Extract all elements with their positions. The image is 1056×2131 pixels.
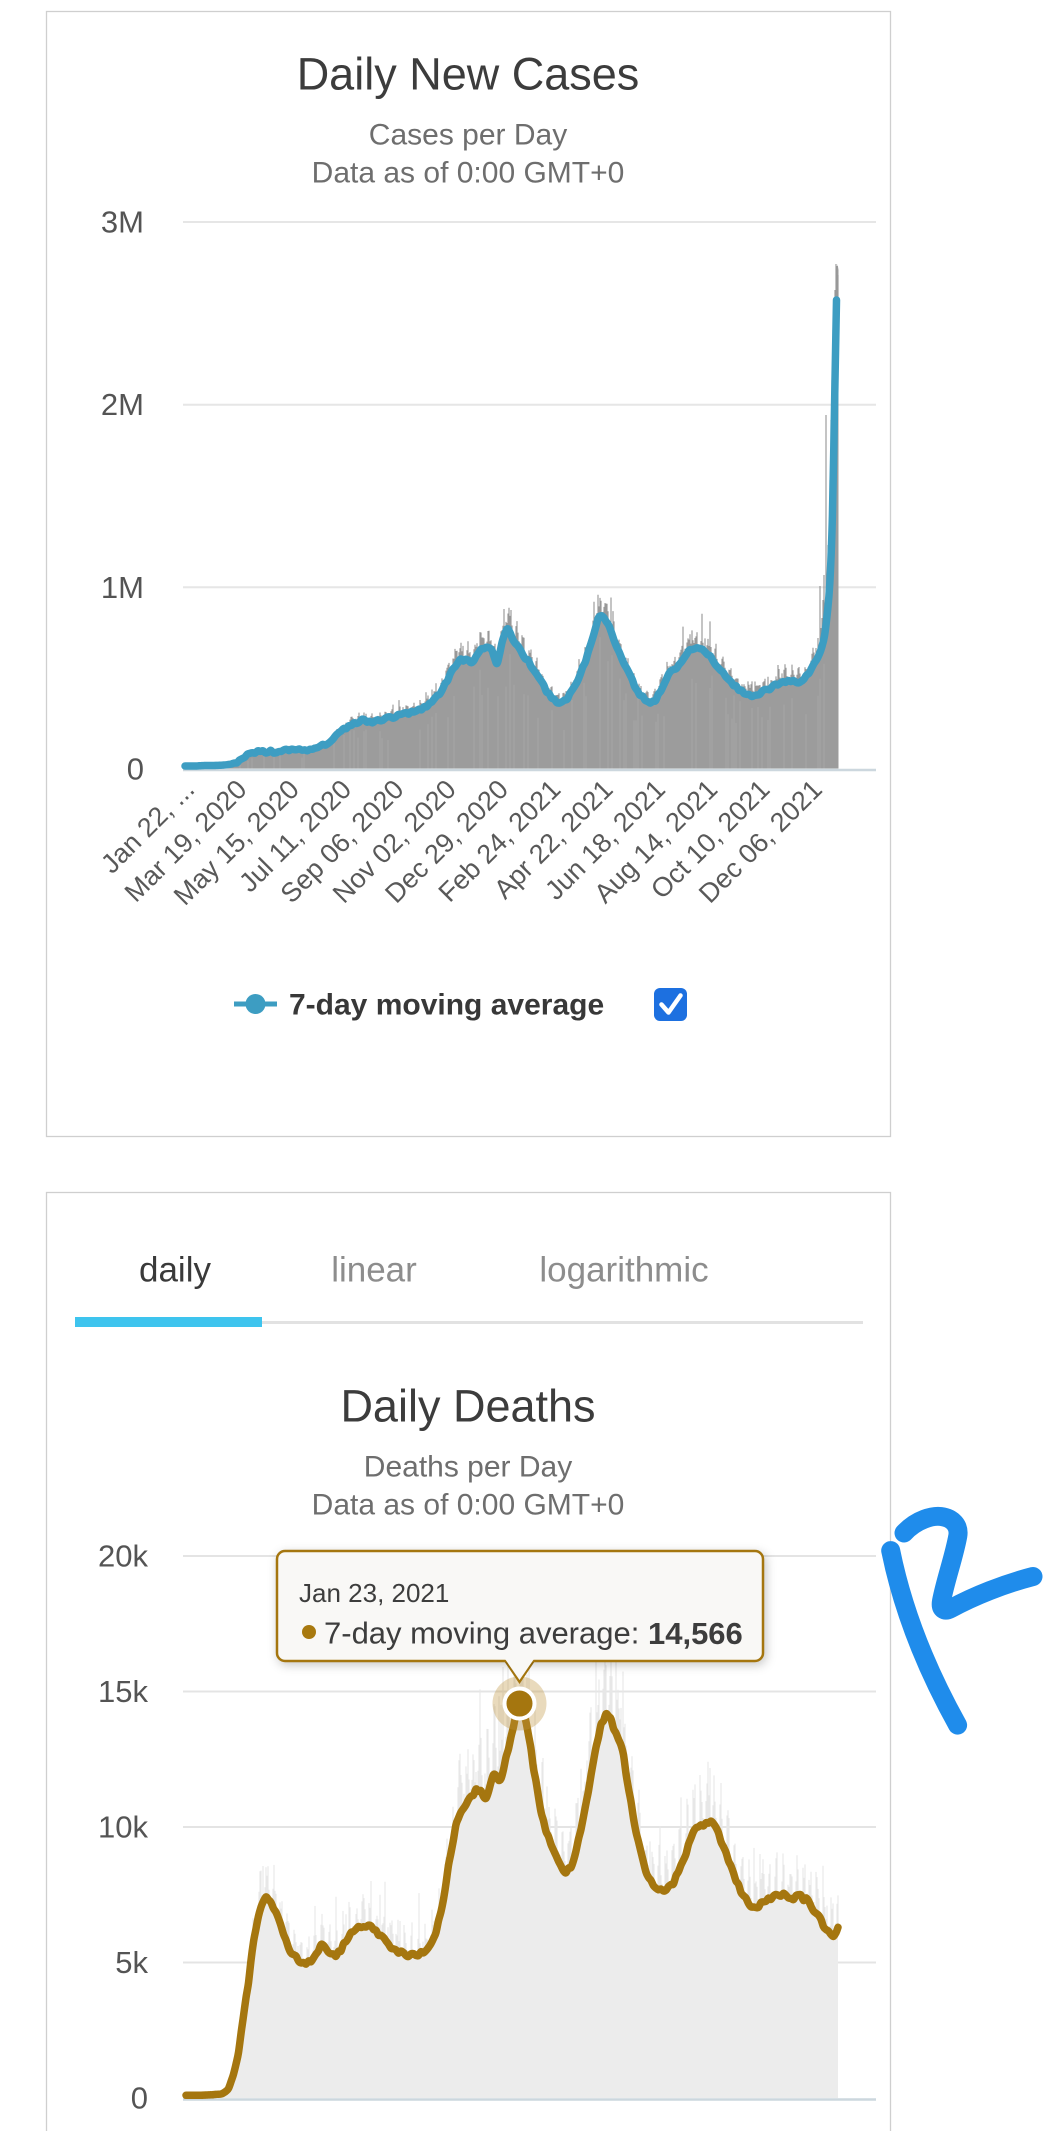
svg-text:Daily Deaths: Daily Deaths <box>340 1381 595 1432</box>
svg-text:10k: 10k <box>98 1810 148 1845</box>
svg-text:7-day moving average: 14,566: 7-day moving average: 14,566 <box>324 1616 743 1651</box>
svg-text:Jan 23, 2021: Jan 23, 2021 <box>299 1578 449 1608</box>
svg-text:Daily New Cases: Daily New Cases <box>297 49 640 100</box>
svg-text:2M: 2M <box>101 387 144 422</box>
svg-text:0: 0 <box>127 752 144 787</box>
svg-text:1M: 1M <box>101 570 144 605</box>
svg-text:Data as of 0:00 GMT+0: Data as of 0:00 GMT+0 <box>312 157 625 190</box>
svg-text:0: 0 <box>131 2081 148 2116</box>
svg-text:20k: 20k <box>98 1539 148 1574</box>
svg-text:7-day moving average: 7-day moving average <box>289 989 604 1022</box>
svg-text:3M: 3M <box>101 205 144 240</box>
svg-text:Deaths per Day: Deaths per Day <box>364 1451 572 1484</box>
svg-text:Data as of 0:00 GMT+0: Data as of 0:00 GMT+0 <box>312 1489 625 1522</box>
svg-text:linear: linear <box>331 1251 417 1290</box>
svg-text:Cases per Day: Cases per Day <box>369 119 567 152</box>
svg-text:5k: 5k <box>115 1945 148 1980</box>
svg-text:logarithmic: logarithmic <box>539 1251 708 1290</box>
svg-text:15k: 15k <box>98 1674 148 1709</box>
svg-text:daily: daily <box>139 1251 211 1290</box>
